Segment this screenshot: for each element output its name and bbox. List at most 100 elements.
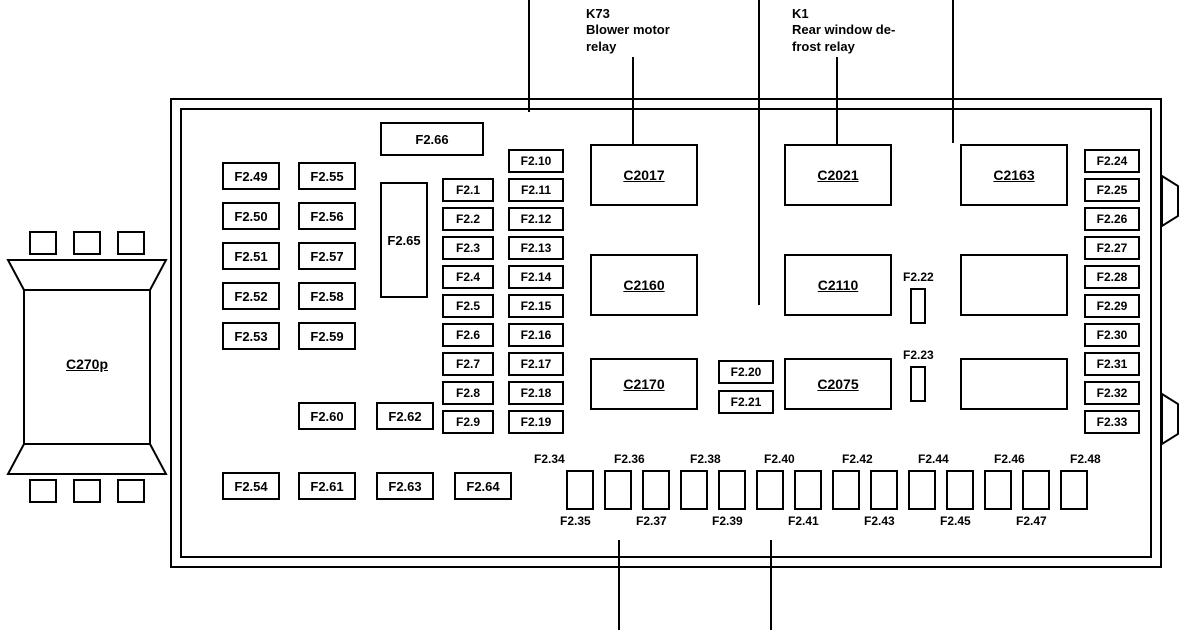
fuse-f222 [910,288,926,324]
label-f235: F2.35 [560,514,591,528]
label-f222: F2.22 [903,270,934,284]
leader-line [528,0,530,112]
label-f247: F2.47 [1016,514,1047,528]
slot-f35 [566,470,594,510]
label-f223: F2.23 [903,348,934,362]
fuse-f251: F2.51 [222,242,280,270]
slot-f41 [794,470,822,510]
fuse-f221: F2.21 [718,390,774,414]
fuse-f263: F2.63 [376,472,434,500]
leader-line-bottom [618,540,620,630]
slot-f38 [680,470,708,510]
slot-empty-2 [960,358,1068,410]
fuse-f252: F2.52 [222,282,280,310]
fuse-f255: F2.55 [298,162,356,190]
label-f244: F2.44 [918,452,949,466]
relay-c2021: C2021 [784,144,892,206]
connector-c270p-label: C270p [24,356,150,372]
fuse-f259: F2.59 [298,322,356,350]
leader-line-bottom [770,540,772,630]
fuse-f232: F2.32 [1084,381,1140,405]
callout-k1-l2: Rear window de- [792,22,895,38]
fuse-f260: F2.60 [298,402,356,430]
fuse-f250: F2.50 [222,202,280,230]
fuse-f25: F2.5 [442,294,494,318]
relay-c2017: C2017 [590,144,698,206]
fuse-f210: F2.10 [508,149,564,173]
fuse-f254: F2.54 [222,472,280,500]
fuse-f262: F2.62 [376,402,434,430]
slot-f40 [756,470,784,510]
fuse-f215: F2.15 [508,294,564,318]
relay-c2163: C2163 [960,144,1068,206]
fuse-f219: F2.19 [508,410,564,434]
fuse-f29: F2.9 [442,410,494,434]
fuse-f233: F2.33 [1084,410,1140,434]
fuse-f225: F2.25 [1084,178,1140,202]
callout-k1-l1: K1 [792,6,895,22]
callout-k73: K73 Blower motor relay [586,6,670,55]
label-f246: F2.46 [994,452,1025,466]
slot-f39 [718,470,746,510]
label-f242: F2.42 [842,452,873,466]
fuse-f257: F2.57 [298,242,356,270]
label-f237: F2.37 [636,514,667,528]
callout-k73-l2: Blower motor [586,22,670,38]
slot-f46 [984,470,1012,510]
slot-f42 [832,470,860,510]
fuse-f24: F2.4 [442,265,494,289]
fuse-f218: F2.18 [508,381,564,405]
callout-k73-l3: relay [586,39,670,55]
label-f238: F2.38 [690,452,721,466]
slot-f45 [946,470,974,510]
fuse-f265: F2.65 [380,182,428,298]
slot-f43 [870,470,898,510]
label-f248: F2.48 [1070,452,1101,466]
slot-empty-1 [960,254,1068,316]
fuse-f211: F2.11 [508,178,564,202]
fuse-f216: F2.16 [508,323,564,347]
slot-f44 [908,470,936,510]
callout-k1-l3: frost relay [792,39,895,55]
fuse-f231: F2.31 [1084,352,1140,376]
fuse-f217: F2.17 [508,352,564,376]
slot-f48 [1060,470,1088,510]
fuse-f23: F2.3 [442,236,494,260]
fuse-f261: F2.61 [298,472,356,500]
fuse-f226: F2.26 [1084,207,1140,231]
label-f240: F2.40 [764,452,795,466]
fuse-f224: F2.24 [1084,149,1140,173]
fuse-f228: F2.28 [1084,265,1140,289]
fuse-f21: F2.1 [442,178,494,202]
fuse-f223 [910,366,926,402]
slot-f47 [1022,470,1050,510]
fuse-f213: F2.13 [508,236,564,260]
fuse-f28: F2.8 [442,381,494,405]
fuse-f214: F2.14 [508,265,564,289]
fuse-f253: F2.53 [222,322,280,350]
fuse-f26: F2.6 [442,323,494,347]
fuse-f266: F2.66 [380,122,484,156]
fuse-f258: F2.58 [298,282,356,310]
slot-f36 [604,470,632,510]
fuse-f229: F2.29 [1084,294,1140,318]
label-f245: F2.45 [940,514,971,528]
callout-k73-l1: K73 [586,6,670,22]
relay-c2075: C2075 [784,358,892,410]
fuse-f264: F2.64 [454,472,512,500]
fuse-f27: F2.7 [442,352,494,376]
relay-c2110: C2110 [784,254,892,316]
relay-c2170: C2170 [590,358,698,410]
label-f241: F2.41 [788,514,819,528]
label-f239: F2.39 [712,514,743,528]
relay-c2160: C2160 [590,254,698,316]
fuse-f22: F2.2 [442,207,494,231]
callout-k1: K1 Rear window de- frost relay [792,6,895,55]
fuse-f256: F2.56 [298,202,356,230]
label-f243: F2.43 [864,514,895,528]
fuse-f212: F2.12 [508,207,564,231]
fuse-f227: F2.27 [1084,236,1140,260]
fuse-f249: F2.49 [222,162,280,190]
fuse-f230: F2.30 [1084,323,1140,347]
label-f234: F2.34 [534,452,565,466]
